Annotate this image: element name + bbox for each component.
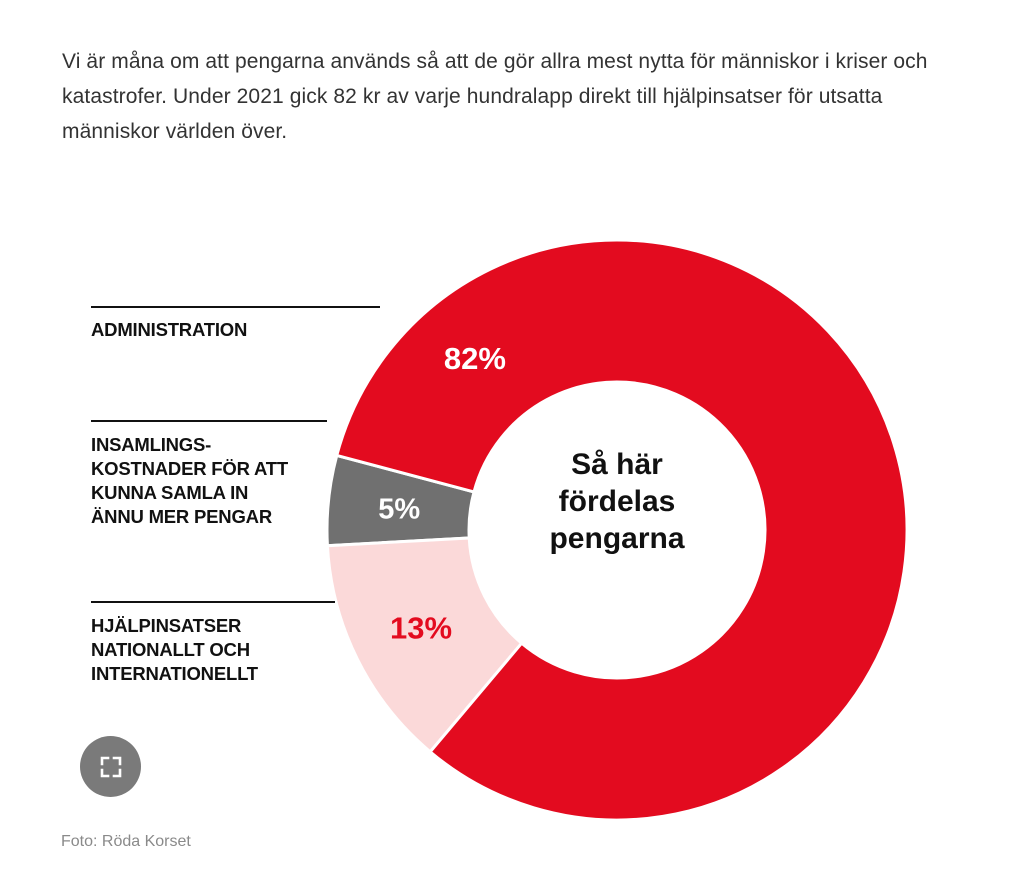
expand-icon: [100, 756, 121, 777]
fullscreen-button[interactable]: [80, 736, 141, 797]
value-label-hjalpinsatser: 82%: [444, 341, 506, 376]
legend-insamling-line: ÄNNU MER PENGAR: [91, 506, 272, 527]
legend-hjalpinsatser-line: HJÄLPINSATSER: [91, 615, 242, 636]
hjalpinsatser-rule: [91, 601, 335, 603]
chart-title-line: fördelas: [559, 485, 676, 518]
chart-title-line: pengarna: [549, 522, 684, 555]
chart-title-line: Så här: [571, 448, 663, 481]
value-label-administration: 5%: [378, 494, 420, 526]
legend-insamling: INSAMLINGS- KOSTNADER FÖR ATT KUNNA SAML…: [91, 433, 288, 529]
slice-hjalpinsatser: [334, 238, 909, 822]
slice-insamling: [325, 536, 524, 754]
insamling-rule: [91, 420, 327, 422]
value-label-insamling: 13%: [390, 611, 452, 646]
legend-hjalpinsatser-line: NATIONALLT OCH: [91, 639, 250, 660]
legend-administration: ADMINISTRATION: [91, 318, 247, 342]
legend-insamling-line: KUNNA SAMLA IN: [91, 482, 249, 503]
administration-rule: [91, 306, 380, 308]
photo-caption: Foto: Röda Korset: [61, 833, 191, 850]
legend-hjalpinsatser-line: INTERNATIONELLT: [91, 663, 258, 684]
legend-insamling-line: INSAMLINGS-: [91, 434, 212, 455]
legend-insamling-line: KOSTNADER FÖR ATT: [91, 458, 289, 479]
legend-hjalpinsatser: HJÄLPINSATSER NATIONALLT OCH INTERNATION…: [91, 614, 258, 686]
legend-administration-line: ADMINISTRATION: [91, 319, 248, 340]
intro-text: Vi är måna om att pengarna används så at…: [62, 50, 928, 143]
